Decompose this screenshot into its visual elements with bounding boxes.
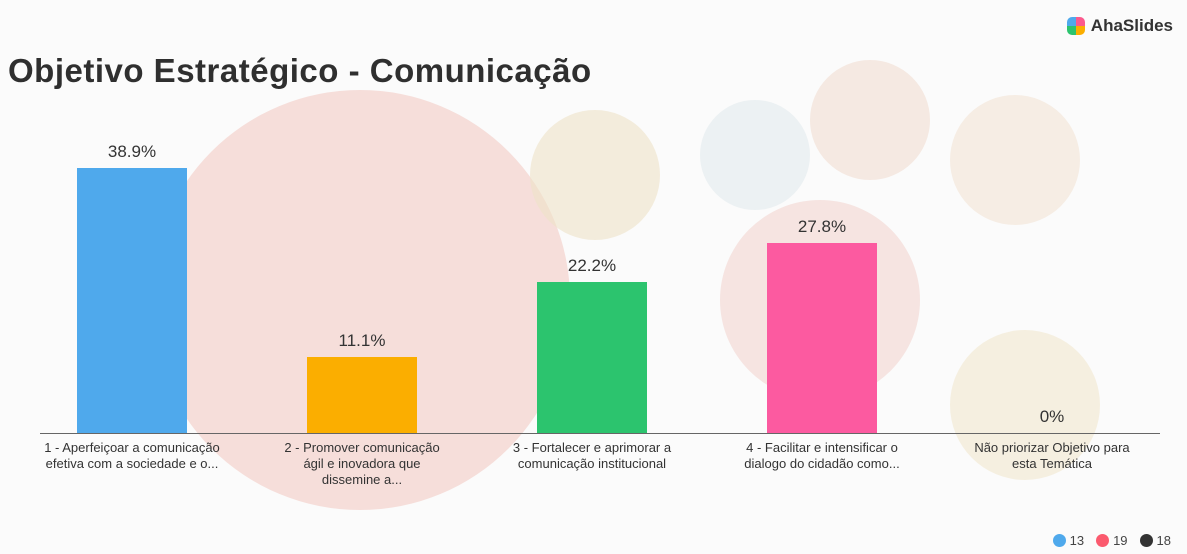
background-circle — [810, 60, 930, 180]
category-label: 3 - Fortalecer e aprimorar a comunicação… — [512, 440, 672, 471]
brand: AhaSlides — [1066, 16, 1173, 36]
brand-name: AhaSlides — [1090, 16, 1173, 35]
reaction-count: 13 — [1069, 533, 1085, 548]
category-label: 1 - Aperfeiçoar a comunicação efetiva co… — [44, 440, 220, 471]
reaction-icon — [1139, 534, 1153, 547]
background-circle — [700, 100, 810, 210]
value-label: 38.9% — [107, 141, 157, 161]
baseline — [40, 433, 1160, 434]
reactions: 13 19 18 — [1045, 533, 1171, 548]
background-circle — [950, 95, 1080, 225]
bar — [307, 357, 417, 433]
bar — [767, 243, 877, 433]
category-label: 2 - Promover comunicação ágil e inovador… — [284, 440, 440, 487]
background-circle — [530, 110, 660, 240]
reaction-count: 19 — [1113, 533, 1128, 548]
value-label: 22.2% — [567, 255, 617, 275]
background-circle — [150, 90, 570, 510]
chart-title: Objetivo Estratégico - Comunicação — [8, 52, 592, 89]
brand-logo — [1066, 17, 1085, 35]
reaction-icon — [1096, 534, 1110, 547]
reaction-icon — [1052, 534, 1066, 547]
background-circle — [950, 330, 1100, 480]
bar — [77, 167, 187, 433]
category-label: Não priorizar Objetivo para esta Temátic… — [974, 440, 1130, 471]
value-label: 0% — [1039, 407, 1065, 426]
bar — [537, 281, 647, 433]
reaction-count: 18 — [1156, 533, 1171, 548]
value-label: 11.1% — [338, 331, 386, 351]
category-label: 4 - Facilitar e intensificar o dialogo d… — [744, 440, 900, 471]
value-label: 27.8% — [797, 217, 847, 237]
